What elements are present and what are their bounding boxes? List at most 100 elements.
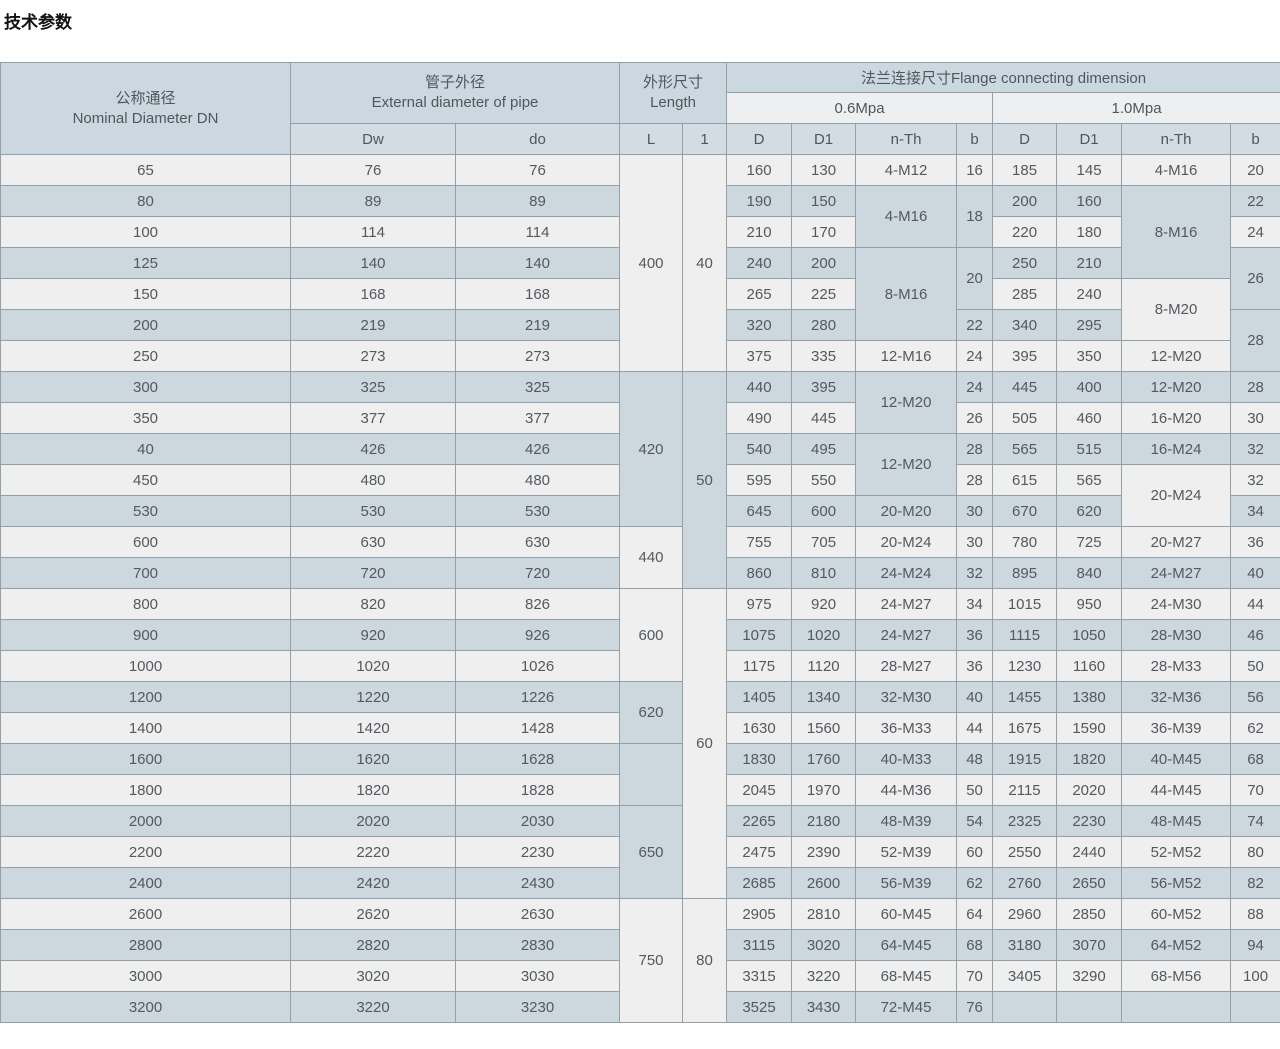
p06-nth-cell: 32-M30: [856, 682, 957, 713]
dn-cell: 125: [1, 248, 291, 279]
col-header-p10-b: b: [1231, 124, 1280, 155]
p06-d1-cell: 3430: [792, 992, 856, 1023]
col-header-L: L: [620, 124, 683, 155]
col-header-external-diameter-zh: 管子外径: [291, 73, 619, 93]
dn-cell: 450: [1, 465, 291, 496]
do-cell: 140: [456, 248, 620, 279]
p10-d-cell: 615: [993, 465, 1057, 496]
p10-d-cell: 3180: [993, 930, 1057, 961]
p10-d1-cell: 1380: [1057, 682, 1122, 713]
p06-d1-cell: 225: [792, 279, 856, 310]
p06-d1-cell: 200: [792, 248, 856, 279]
p06-d-cell: 2265: [727, 806, 792, 837]
dn-cell: 100: [1, 217, 291, 248]
length-L-cell: 420: [620, 372, 683, 527]
dw-cell: 377: [291, 403, 456, 434]
p06-d-cell: 1630: [727, 713, 792, 744]
p06-nth-cell: 60-M45: [856, 899, 957, 930]
p06-d-cell: 265: [727, 279, 792, 310]
p06-d-cell: 375: [727, 341, 792, 372]
dw-cell: 920: [291, 620, 456, 651]
p10-d-cell: 395: [993, 341, 1057, 372]
p10-nth-cell: 28-M30: [1122, 620, 1231, 651]
p10-d-cell: 1015: [993, 589, 1057, 620]
dn-cell: 350: [1, 403, 291, 434]
dw-cell: 3020: [291, 961, 456, 992]
p06-d1-cell: 2390: [792, 837, 856, 868]
length-l-cell: 50: [683, 372, 727, 589]
do-cell: 1628: [456, 744, 620, 775]
p06-d1-cell: 1760: [792, 744, 856, 775]
p10-d1-cell: 460: [1057, 403, 1122, 434]
length-L-cell: [620, 744, 683, 806]
p10-b-cell: 88: [1231, 899, 1280, 930]
p06-d-cell: 860: [727, 558, 792, 589]
dw-cell: 325: [291, 372, 456, 403]
do-cell: 2230: [456, 837, 620, 868]
dn-cell: 1800: [1, 775, 291, 806]
p06-d1-cell: 445: [792, 403, 856, 434]
p10-d1-cell: 2650: [1057, 868, 1122, 899]
p06-d1-cell: 170: [792, 217, 856, 248]
p06-nth-cell: 56-M39: [856, 868, 957, 899]
p06-b-cell: 34: [957, 589, 993, 620]
dw-cell: 1220: [291, 682, 456, 713]
p10-b-cell: 44: [1231, 589, 1280, 620]
p06-d1-cell: 550: [792, 465, 856, 496]
p06-b-cell: 76: [957, 992, 993, 1023]
dw-cell: 2220: [291, 837, 456, 868]
p10-d-cell: [993, 992, 1057, 1023]
p10-d-cell: 2550: [993, 837, 1057, 868]
dn-cell: 530: [1, 496, 291, 527]
p10-b-cell: 50: [1231, 651, 1280, 682]
p06-d-cell: 595: [727, 465, 792, 496]
dw-cell: 630: [291, 527, 456, 558]
length-l-cell: 80: [683, 899, 727, 1023]
p10-d1-cell: 145: [1057, 155, 1122, 186]
p10-d-cell: 1115: [993, 620, 1057, 651]
p06-d-cell: 3115: [727, 930, 792, 961]
col-header-nominal-diameter-en: Nominal Diameter DN: [1, 109, 290, 129]
dn-cell: 3000: [1, 961, 291, 992]
p10-d1-cell: 840: [1057, 558, 1122, 589]
length-L-cell: 650: [620, 806, 683, 899]
p10-d1-cell: 295: [1057, 310, 1122, 341]
p10-d1-cell: 1050: [1057, 620, 1122, 651]
p06-d1-cell: 1340: [792, 682, 856, 713]
p10-d-cell: 505: [993, 403, 1057, 434]
dn-cell: 600: [1, 527, 291, 558]
p10-b-cell: 20: [1231, 155, 1280, 186]
p10-nth-cell: 64-M52: [1122, 930, 1231, 961]
do-cell: 1226: [456, 682, 620, 713]
p10-nth-cell: 24-M30: [1122, 589, 1231, 620]
p06-b-cell: 70: [957, 961, 993, 992]
p06-nth-cell: 64-M45: [856, 930, 957, 961]
dw-cell: 530: [291, 496, 456, 527]
p06-d1-cell: 130: [792, 155, 856, 186]
p06-nth-cell: 12-M20: [856, 372, 957, 434]
p10-d1-cell: 2230: [1057, 806, 1122, 837]
p06-d-cell: 755: [727, 527, 792, 558]
col-header-length: 外形尺寸 Length: [620, 63, 727, 124]
do-cell: 630: [456, 527, 620, 558]
p06-nth-cell: 44-M36: [856, 775, 957, 806]
dn-cell: 900: [1, 620, 291, 651]
p06-d-cell: 2905: [727, 899, 792, 930]
p10-d-cell: 1230: [993, 651, 1057, 682]
p06-nth-cell: 24-M27: [856, 620, 957, 651]
p06-nth-cell: 24-M27: [856, 589, 957, 620]
p10-b-cell: 32: [1231, 465, 1280, 496]
p06-d-cell: 490: [727, 403, 792, 434]
dn-cell: 1400: [1, 713, 291, 744]
p10-b-cell: 94: [1231, 930, 1280, 961]
p10-nth-cell: 36-M39: [1122, 713, 1231, 744]
p10-d1-cell: 950: [1057, 589, 1122, 620]
p10-nth-cell: 32-M36: [1122, 682, 1231, 713]
p06-d1-cell: 3220: [792, 961, 856, 992]
col-header-p06-d: D: [727, 124, 792, 155]
p10-d-cell: 565: [993, 434, 1057, 465]
p10-nth-cell: 16-M24: [1122, 434, 1231, 465]
p10-b-cell: 74: [1231, 806, 1280, 837]
dw-cell: 2820: [291, 930, 456, 961]
